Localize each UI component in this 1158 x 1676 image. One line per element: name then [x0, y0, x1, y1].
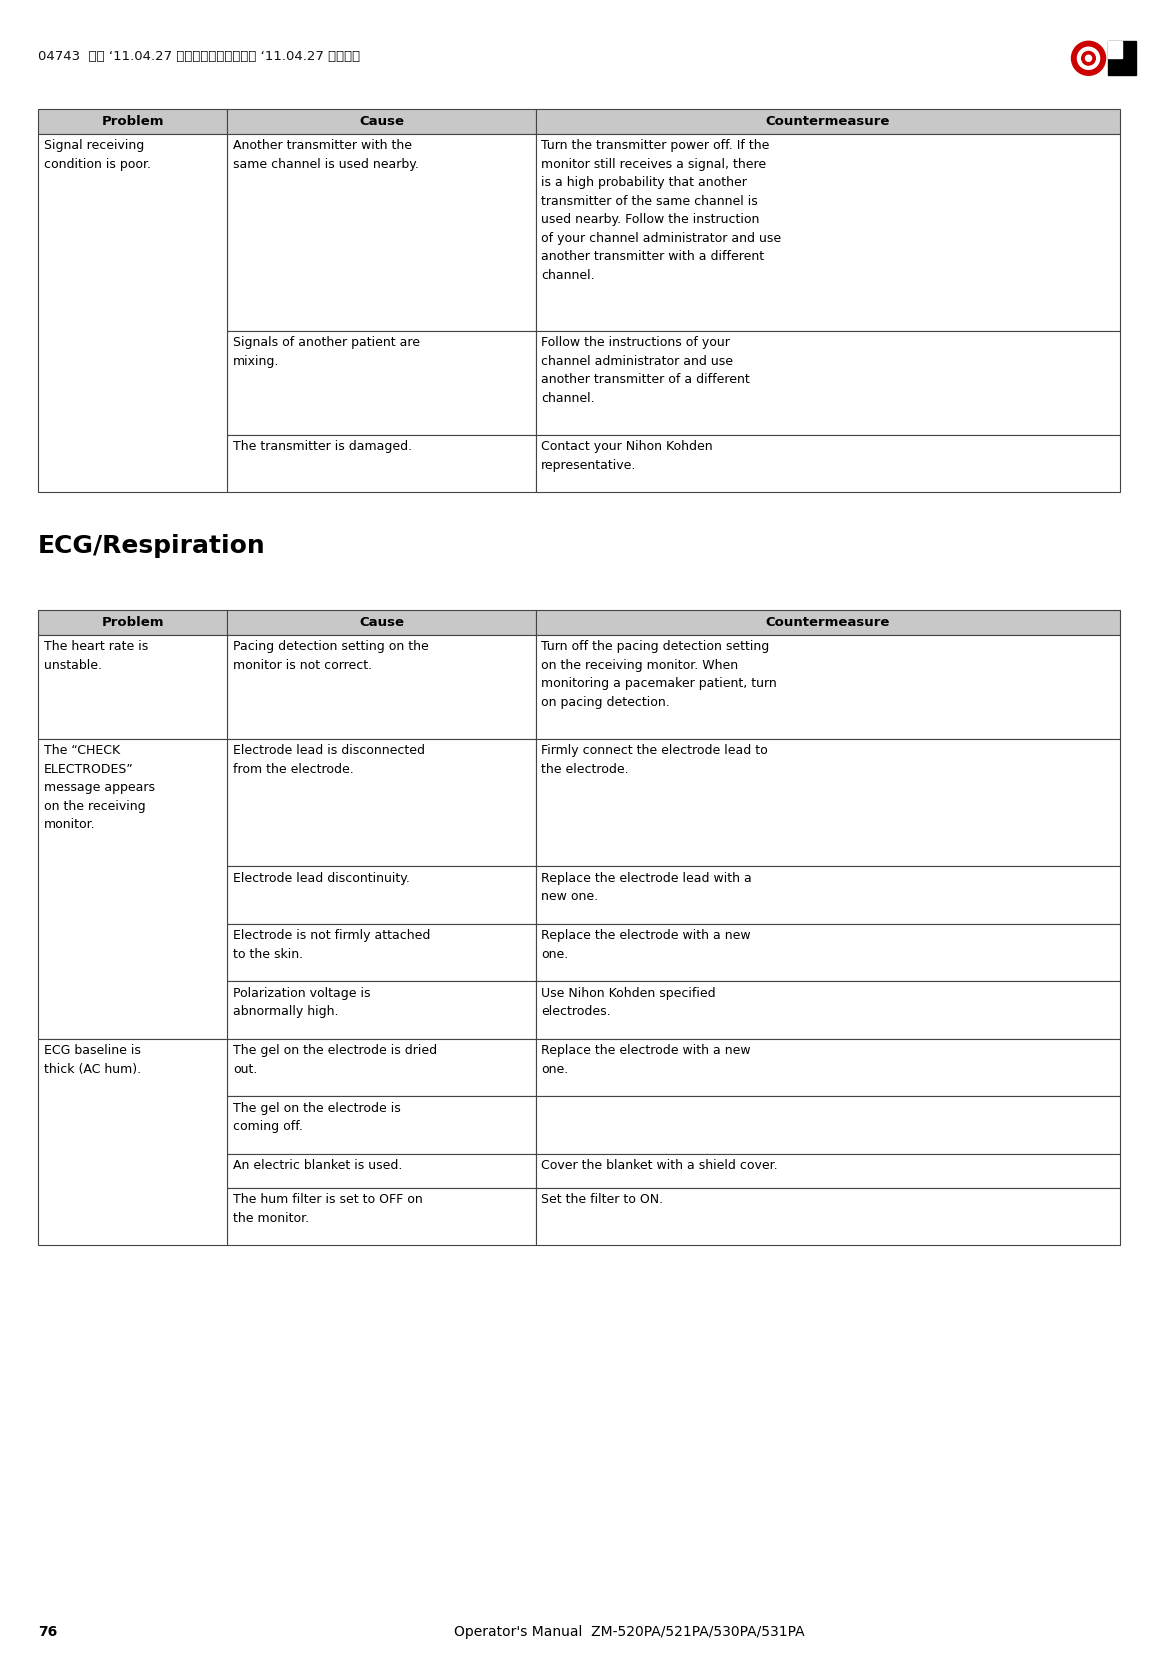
Text: Replace the electrode with a new
one.: Replace the electrode with a new one. [541, 929, 750, 960]
Bar [536, 330, 1120, 436]
Text: ECG/Respiration: ECG/Respiration [38, 535, 266, 558]
Text: Signals of another patient are
mixing.: Signals of another patient are mixing. [233, 337, 420, 369]
Text: Turn off the pacing detection setting
on the receiving monitor. When
monitoring : Turn off the pacing detection setting on… [541, 640, 777, 709]
Bar [536, 739, 1120, 866]
Text: Follow the instructions of your
channel administrator and use
another transmitte: Follow the instructions of your channel … [541, 337, 750, 406]
Bar [227, 436, 536, 493]
Bar [38, 109, 227, 134]
Text: Turn the transmitter power off. If the
monitor still receives a signal, there
is: Turn the transmitter power off. If the m… [541, 139, 782, 282]
Text: Problem: Problem [102, 615, 164, 628]
Bar [38, 1039, 227, 1245]
Bar [1107, 42, 1121, 59]
Circle shape [1077, 47, 1100, 69]
Circle shape [1085, 55, 1092, 62]
Bar [536, 436, 1120, 493]
Text: The gel on the electrode is
coming off.: The gel on the electrode is coming off. [233, 1101, 401, 1133]
Bar [536, 1039, 1120, 1096]
Text: The heart rate is
unstable.: The heart rate is unstable. [44, 640, 148, 672]
Text: Replace the electrode lead with a
new one.: Replace the electrode lead with a new on… [541, 872, 752, 903]
Text: Cover the blanket with a shield cover.: Cover the blanket with a shield cover. [541, 1160, 778, 1172]
Bar [38, 610, 227, 635]
Text: Polarization voltage is
abnormally high.: Polarization voltage is abnormally high. [233, 987, 371, 1017]
Text: Another transmitter with the
same channel is used nearby.: Another transmitter with the same channe… [233, 139, 419, 171]
Text: Firmly connect the electrode lead to
the electrode.: Firmly connect the electrode lead to the… [541, 744, 768, 776]
Text: An electric blanket is used.: An electric blanket is used. [233, 1160, 402, 1172]
Text: Replace the electrode with a new
one.: Replace the electrode with a new one. [541, 1044, 750, 1076]
Bar [536, 134, 1120, 330]
Text: Countermeasure: Countermeasure [765, 116, 891, 127]
Text: The “CHECK
ELECTRODES”
message appears
on the receiving
monitor.: The “CHECK ELECTRODES” message appears o… [44, 744, 155, 831]
Bar [1107, 42, 1136, 75]
Bar [38, 134, 227, 493]
Text: The hum filter is set to OFF on
the monitor.: The hum filter is set to OFF on the moni… [233, 1193, 423, 1225]
Text: Electrode is not firmly attached
to the skin.: Electrode is not firmly attached to the … [233, 929, 431, 960]
Bar [227, 739, 536, 866]
Bar [227, 980, 536, 1039]
Bar [536, 980, 1120, 1039]
Text: Cause: Cause [359, 615, 404, 628]
Bar [227, 134, 536, 330]
Text: Cause: Cause [359, 116, 404, 127]
Text: Problem: Problem [102, 116, 164, 127]
Bar [536, 610, 1120, 635]
Bar [227, 635, 536, 739]
Bar [536, 923, 1120, 980]
Text: Countermeasure: Countermeasure [765, 615, 891, 628]
Bar [227, 1188, 536, 1245]
Bar [38, 739, 227, 1039]
Circle shape [1071, 42, 1106, 75]
Bar [227, 610, 536, 635]
Text: Pacing detection setting on the
monitor is not correct.: Pacing detection setting on the monitor … [233, 640, 428, 672]
Bar [227, 866, 536, 923]
Bar [227, 109, 536, 134]
Bar [536, 635, 1120, 739]
Text: Use Nihon Kohden specified
electrodes.: Use Nihon Kohden specified electrodes. [541, 987, 716, 1017]
Text: Set the filter to ON.: Set the filter to ON. [541, 1193, 664, 1207]
Text: Electrode lead discontinuity.: Electrode lead discontinuity. [233, 872, 410, 885]
Text: ECG baseline is
thick (AC hum).: ECG baseline is thick (AC hum). [44, 1044, 141, 1076]
Bar [38, 635, 227, 739]
Text: Signal receiving
condition is poor.: Signal receiving condition is poor. [44, 139, 151, 171]
Bar [536, 1096, 1120, 1153]
Bar [227, 923, 536, 980]
Bar [536, 109, 1120, 134]
Text: Operator's Manual  ZM-520PA/521PA/530PA/531PA: Operator's Manual ZM-520PA/521PA/530PA/5… [454, 1626, 805, 1639]
Bar [227, 1096, 536, 1153]
Text: 04743  作成 ‘11.04.27 鈰山　悠己　　　承認 ‘11.04.27 真柄　睛: 04743 作成 ‘11.04.27 鈰山 悠己 承認 ‘11.04.27 真柄… [38, 50, 360, 64]
Text: Electrode lead is disconnected
from the electrode.: Electrode lead is disconnected from the … [233, 744, 425, 776]
Bar [227, 330, 536, 436]
Text: The transmitter is damaged.: The transmitter is damaged. [233, 441, 412, 454]
Text: The gel on the electrode is dried
out.: The gel on the electrode is dried out. [233, 1044, 437, 1076]
Text: Contact your Nihon Kohden
representative.: Contact your Nihon Kohden representative… [541, 441, 713, 473]
Circle shape [1082, 52, 1095, 65]
Bar [536, 866, 1120, 923]
Bar [227, 1153, 536, 1188]
Bar [536, 1153, 1120, 1188]
Bar [227, 1039, 536, 1096]
Bar [536, 1188, 1120, 1245]
Text: 76: 76 [38, 1626, 58, 1639]
